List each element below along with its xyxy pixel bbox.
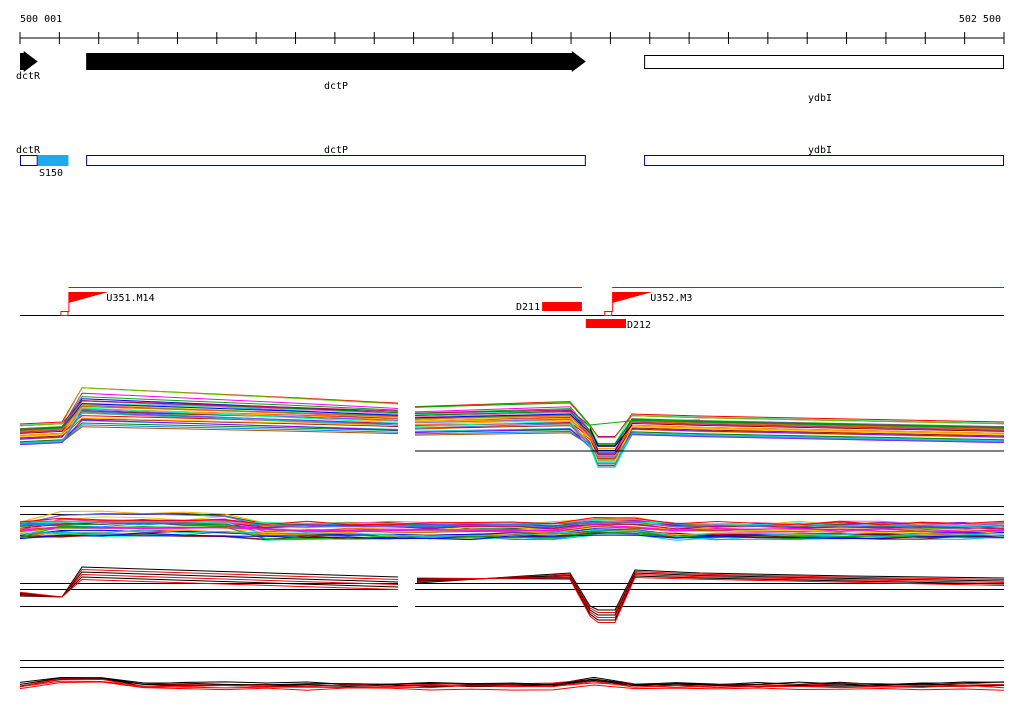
- expression-profile-line: [414, 419, 1005, 450]
- gene-box-dctP[interactable]: [86, 155, 586, 166]
- gene-arrow-dctR[interactable]: [20, 51, 38, 72]
- expression-profile-line: [19, 524, 1005, 533]
- expression-panel-black-red: [19, 566, 1005, 623]
- expression-panel-multicolor-lower: [19, 506, 1005, 541]
- expression-profile-line: [19, 678, 1005, 689]
- expression-profile-line: [19, 578, 399, 598]
- expression-profile-line: [19, 677, 1005, 686]
- expression-profile-line: [19, 680, 1005, 689]
- feature-label-D212: D212: [627, 320, 651, 331]
- expression-profile-line: [589, 424, 633, 447]
- transcript-start-flag-U352.M3: [612, 292, 653, 303]
- expression-profile-line: [19, 419, 399, 446]
- srna-label-S150: S150: [39, 168, 63, 179]
- expression-panel-black-red-lower: [19, 660, 1005, 691]
- expression-profile-line: [19, 407, 399, 444]
- expression-profile-line: [19, 406, 399, 432]
- expression-profile-line: [416, 576, 1005, 623]
- expression-profile-line: [19, 417, 399, 438]
- expression-profile-line: [19, 513, 1005, 528]
- gene-arrow-track: dctR dctP ydbI: [16, 51, 1004, 104]
- expression-profile-line: [416, 573, 1005, 618]
- transcript-track: U351.M14 U352.M3 D211 D212: [20, 287, 1004, 331]
- coordinate-end-label: 502 500: [959, 14, 1001, 25]
- feature-box-D212[interactable]: [585, 319, 626, 328]
- expression-profile-line: [416, 570, 1005, 613]
- gene-arrow-ydbI[interactable]: [644, 55, 1004, 69]
- gene-arrow-dctP[interactable]: [86, 51, 586, 72]
- transcript-start-flag-U351.M14: [68, 292, 109, 303]
- gene-arrow-label-dctP: dctP: [324, 81, 348, 92]
- expression-profile-line: [414, 410, 1005, 445]
- transcript-label-U351.M14: U351.M14: [106, 293, 154, 304]
- expression-profile-line: [416, 575, 1005, 621]
- coordinate-start-label: 500 001: [20, 14, 62, 25]
- expression-profile-line: [19, 521, 1005, 530]
- transcript-start-marker-U352.M3: [604, 311, 613, 316]
- expression-profile-line: [414, 402, 701, 426]
- gene-box-label-ydbI: ydbI: [808, 145, 832, 156]
- expression-panel-multicolor: [19, 387, 1005, 468]
- ruler-ticks: [19, 32, 1005, 44]
- coordinate-ruler: 500 001 502 500: [19, 14, 1005, 44]
- srna-box-S150[interactable]: [37, 155, 69, 166]
- gene-box-label-dctR: dctR: [16, 145, 41, 156]
- expression-profile-line: [19, 387, 399, 427]
- expression-profile-line: [19, 529, 1005, 538]
- gene-arrow-label-ydbI: ydbI: [808, 93, 832, 104]
- transcript-start-marker-U351.M14: [60, 311, 69, 316]
- expression-profile-line: [414, 417, 1005, 457]
- gene-box-label-dctP: dctP: [324, 145, 348, 156]
- expression-profile-line: [416, 569, 1005, 611]
- gene-box-ydbI[interactable]: [644, 155, 1004, 166]
- gene-arrow-label-dctR: dctR: [16, 71, 41, 82]
- expression-profile-line: [19, 678, 1005, 687]
- expression-profile-line: [19, 418, 399, 439]
- feature-box-D211[interactable]: [542, 302, 582, 311]
- expression-profile-line: [19, 676, 1005, 686]
- feature-label-D211: D211: [516, 302, 540, 313]
- gene-box-dctR[interactable]: [20, 155, 38, 166]
- expression-profile-line: [414, 420, 1005, 468]
- gene-box-track: dctR dctP ydbI S150: [16, 145, 1004, 179]
- expression-profile-line: [416, 572, 1005, 616]
- transcript-label-U352.M3: U352.M3: [650, 293, 692, 304]
- expression-profile-line: [19, 517, 1005, 526]
- expression-profile-line: [19, 525, 1005, 540]
- expression-profile-line: [414, 415, 1005, 461]
- expression-profile-line: [19, 410, 399, 445]
- expression-profile-line: [19, 422, 399, 443]
- expression-profile-line: [19, 681, 1005, 691]
- expression-profile-line: [414, 423, 1005, 458]
